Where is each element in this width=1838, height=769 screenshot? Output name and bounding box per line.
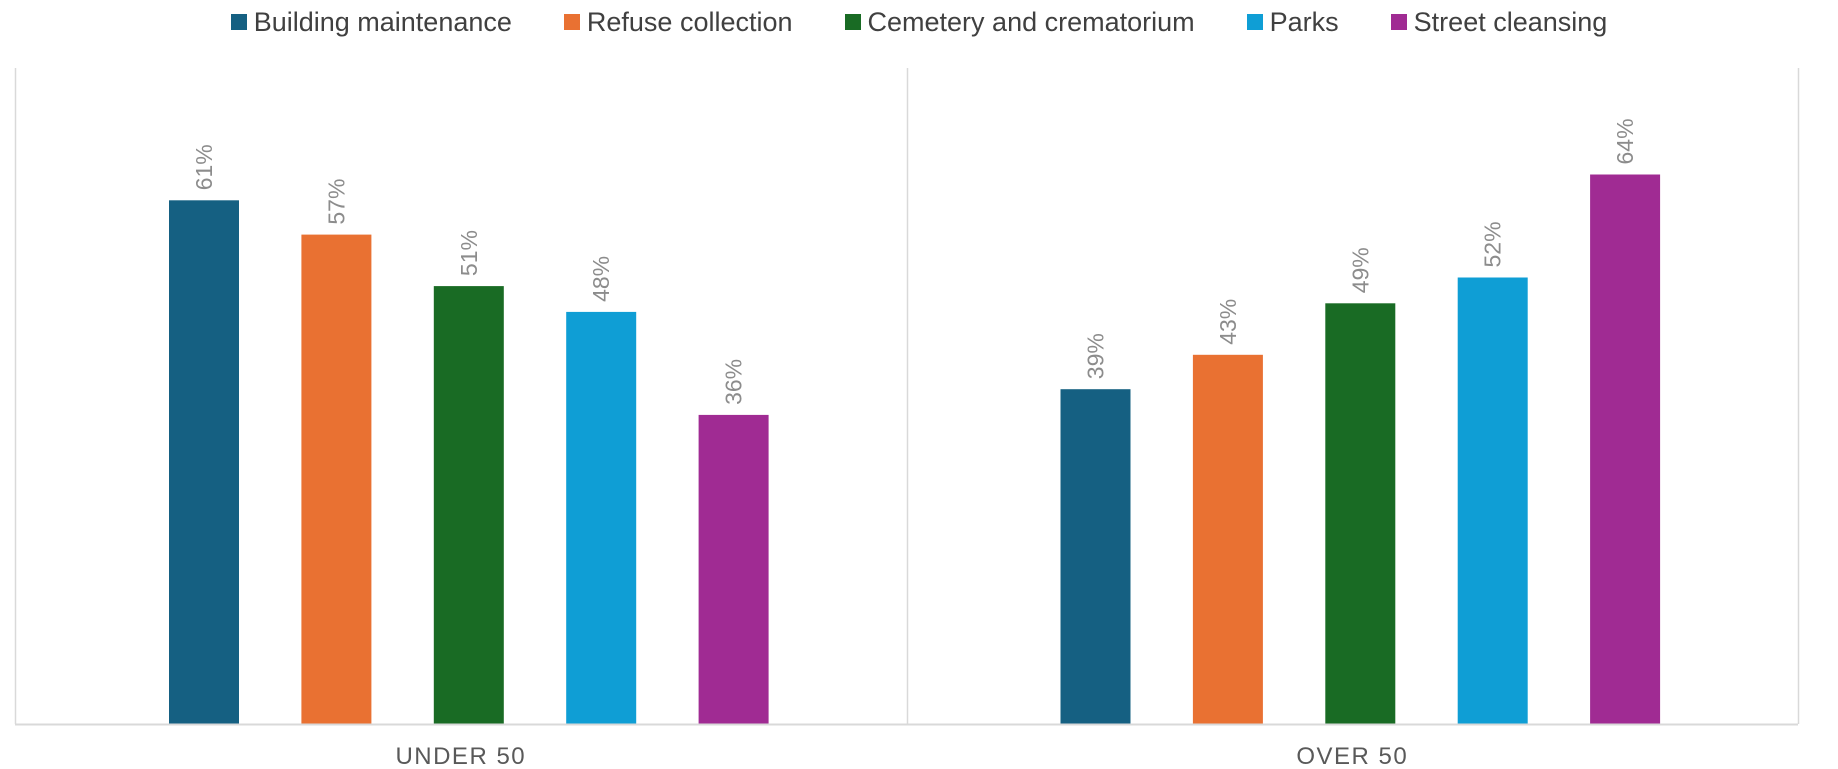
bar-refuse-collection [301,234,372,724]
legend-swatch [230,14,247,30]
legend-label: Parks [1269,6,1339,37]
bars-group [169,174,1661,725]
bar-refuse-collection [1192,354,1263,724]
legend-item-parks: Parks [1246,6,1339,38]
bar-cemetery-and-crematorium [433,286,504,724]
data-label: 36% [721,359,747,405]
legend-label: Building maintenance [253,6,512,37]
bar-parks [1457,277,1528,724]
category-label: OVER 50 [1296,743,1408,769]
legend-item-building-maintenance: Building maintenance [230,6,512,38]
legend-label: Refuse collection [586,6,793,37]
data-label: 64% [1612,118,1638,164]
bar-building-maintenance [1060,389,1131,724]
data-label: 61% [191,144,217,190]
legend-item-cemetery-and-crematorium: Cemetery and crematorium [844,6,1195,38]
bar-street-cleansing [1590,174,1661,724]
bar-parks [566,311,637,724]
legend-swatch [844,14,861,30]
data-label: 49% [1347,247,1373,293]
data-label: 57% [323,179,349,225]
bar-cemetery-and-crematorium [1325,303,1396,724]
chart-legend: Building maintenance Refuse collection C… [0,0,1838,44]
data-label: 51% [456,230,482,276]
legend-swatch [563,14,580,30]
legend-label: Cemetery and crematorium [867,6,1195,37]
data-labels-group: 61% 57% 51% 48% 36% 39% 43% 49% 52% 64% [191,118,1638,404]
data-label: 39% [1083,333,1109,379]
legend-swatch [1390,14,1407,30]
x-axis: UNDER 50 OVER 50 [15,723,1798,769]
data-label: 48% [588,256,614,302]
bar-street-cleansing [698,414,769,724]
legend-label: Street cleansing [1413,6,1608,37]
panel-dividers [14,68,1800,724]
category-label: UNDER 50 [395,743,526,769]
data-label: 52% [1480,221,1506,267]
legend-item-refuse-collection: Refuse collection [563,6,793,38]
data-label: 43% [1215,299,1241,345]
legend-item-street-cleansing: Street cleansing [1390,6,1608,38]
legend-swatch [1246,14,1263,30]
bar-building-maintenance [169,200,239,725]
